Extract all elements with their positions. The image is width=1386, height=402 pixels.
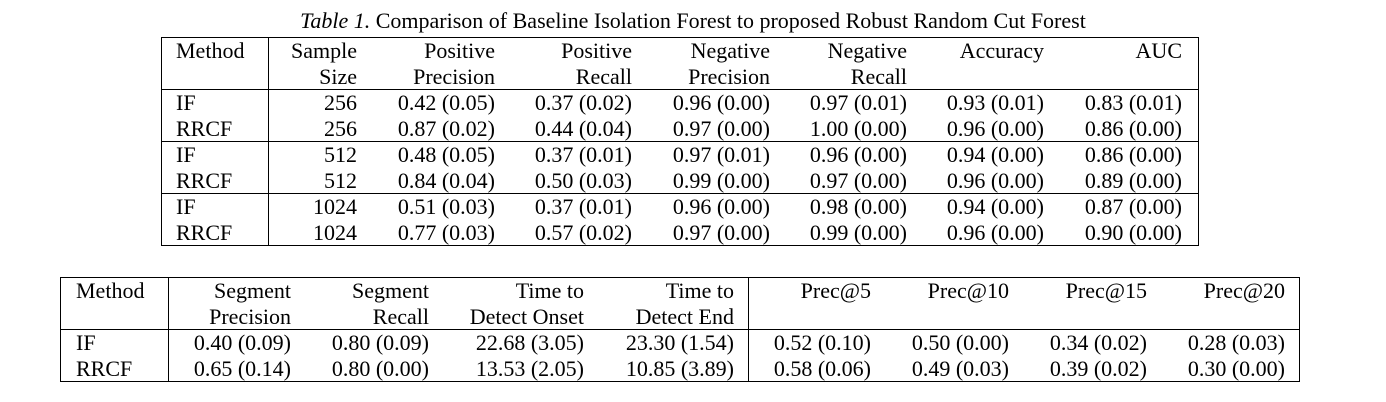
cell-accuracy: 0.93 (0.01)	[907, 89, 1044, 116]
header-time-to-detect-onset: Time to Detect Onset	[469, 278, 584, 329]
header-prec-5: Prec@5	[800, 278, 871, 303]
cell-method: IF	[161, 89, 269, 116]
cell-time-to-detect-onset: 13.53 (2.05)	[475, 355, 584, 381]
header-negative-recall: Negative Recall	[827, 38, 907, 89]
cell-segment-precision: 0.65 (0.14)	[193, 355, 291, 381]
cell-segment-recall: 0.80 (0.09)	[291, 329, 429, 356]
cell-negative-recall: 0.98 (0.00)	[770, 193, 907, 220]
cell-positive-precision: 0.48 (0.05)	[357, 141, 495, 168]
cell-method: RRCF	[60, 355, 169, 382]
table-row: IF 512 0.48 (0.05) 0.37 (0.01) 0.97 (0.01) 0.…	[161, 141, 1199, 168]
header-accuracy: Accuracy	[959, 38, 1044, 63]
cell-auc: 0.86 (0.00)	[1084, 115, 1182, 141]
header-prec-10: Prec@10	[927, 278, 1009, 303]
header-sample-size: Sample Size	[291, 38, 357, 89]
cell-positive-recall: 0.37 (0.01)	[495, 193, 632, 220]
table-header-row: Method Segment Precision Segment Recall Ti…	[60, 277, 1300, 330]
cell-method: RRCF	[161, 219, 269, 246]
cell-positive-precision: 0.77 (0.03)	[397, 219, 495, 245]
cell-negative-precision: 0.96 (0.00)	[632, 89, 770, 116]
cell-positive-recall: 0.37 (0.02)	[495, 89, 632, 116]
header-auc: AUC	[1135, 38, 1182, 63]
cell-prec-5: 0.58 (0.06)	[773, 355, 871, 381]
cell-auc: 0.87 (0.00)	[1044, 193, 1199, 220]
cell-auc: 0.86 (0.00)	[1044, 141, 1199, 168]
cell-time-to-detect-onset: 22.68 (3.05)	[429, 329, 584, 356]
cell-segment-recall: 0.80 (0.00)	[331, 355, 429, 381]
cell-sample-size: 1024	[268, 193, 357, 220]
header-positive-precision: Positive Precision	[413, 38, 495, 89]
cell-negative-recall: 0.97 (0.00)	[809, 167, 907, 193]
cell-accuracy: 0.94 (0.00)	[907, 141, 1044, 168]
table-row: RRCF 256 0.87 (0.02) 0.44 (0.04) 0.97 (0.00)…	[161, 115, 1199, 142]
cell-prec-15: 0.34 (0.02)	[1009, 329, 1147, 356]
table-caption: Table 1. Comparison of Baseline Isolatio…	[0, 8, 1386, 34]
cell-time-to-detect-end: 10.85 (3.89)	[584, 355, 749, 382]
table-row: IF 0.40 (0.09) 0.80 (0.09) 22.68 (3.05) 23.3…	[60, 329, 1300, 356]
cell-negative-recall: 0.97 (0.01)	[770, 89, 907, 116]
header-prec-15: Prec@15	[1065, 278, 1147, 303]
cell-method: IF	[60, 329, 169, 356]
cell-positive-recall: 0.50 (0.03)	[534, 167, 632, 193]
cell-negative-recall: 1.00 (0.00)	[809, 115, 907, 141]
header-time-to-detect-end: Time to Detect End	[584, 277, 749, 330]
cell-auc: 0.89 (0.00)	[1084, 167, 1182, 193]
cell-positive-precision: 0.87 (0.02)	[397, 115, 495, 141]
cell-method: IF	[161, 193, 269, 220]
cell-sample-size: 256	[268, 89, 357, 116]
cell-positive-recall: 0.57 (0.02)	[534, 219, 632, 245]
header-method: Method	[60, 277, 169, 330]
cell-accuracy: 0.96 (0.00)	[946, 115, 1044, 141]
cell-method: RRCF	[161, 167, 269, 194]
cell-negative-precision: 0.96 (0.00)	[632, 193, 770, 220]
cell-method: RRCF	[161, 115, 269, 142]
cell-sample-size: 1024	[313, 219, 357, 245]
cell-positive-precision: 0.42 (0.05)	[357, 89, 495, 116]
table-row: RRCF 0.65 (0.14) 0.80 (0.00) 13.53 (2.05) 10…	[60, 355, 1300, 382]
cell-time-to-detect-end: 23.30 (1.54)	[584, 329, 749, 356]
cell-positive-recall: 0.37 (0.01)	[495, 141, 632, 168]
table-row: RRCF 512 0.84 (0.04) 0.50 (0.03) 0.99 (0.00)…	[161, 167, 1199, 194]
cell-accuracy: 0.96 (0.00)	[946, 219, 1044, 245]
cell-negative-precision: 0.97 (0.00)	[672, 219, 770, 245]
cell-auc: 0.83 (0.01)	[1044, 89, 1199, 116]
caption-label: Table 1.	[300, 8, 371, 33]
cell-accuracy: 0.96 (0.00)	[946, 167, 1044, 193]
cell-prec-15: 0.39 (0.02)	[1049, 355, 1147, 381]
cell-positive-precision: 0.84 (0.04)	[397, 167, 495, 193]
cell-prec-5: 0.52 (0.10)	[748, 329, 871, 356]
header-method: Method	[161, 37, 269, 90]
header-negative-precision: Negative Precision	[688, 38, 770, 89]
cell-sample-size: 256	[324, 115, 357, 141]
cell-negative-recall: 0.99 (0.00)	[809, 219, 907, 245]
cell-prec-20: 0.28 (0.03)	[1147, 329, 1300, 356]
header-segment-recall: Segment Recall	[352, 278, 429, 329]
table-header-row: Method Sample Size Positive Precision Posi…	[161, 37, 1199, 90]
cell-prec-20: 0.30 (0.00)	[1187, 355, 1285, 381]
cell-method: IF	[161, 141, 269, 168]
cell-accuracy: 0.94 (0.00)	[907, 193, 1044, 220]
cell-negative-recall: 0.96 (0.00)	[770, 141, 907, 168]
cell-segment-precision: 0.40 (0.09)	[168, 329, 291, 356]
cell-negative-precision: 0.99 (0.00)	[672, 167, 770, 193]
cell-negative-precision: 0.97 (0.01)	[632, 141, 770, 168]
segment-table: Method Segment Precision Segment Recall Ti…	[60, 277, 1300, 382]
cell-auc: 0.90 (0.00)	[1084, 219, 1182, 245]
cell-negative-precision: 0.97 (0.00)	[672, 115, 770, 141]
cell-prec-10: 0.50 (0.00)	[871, 329, 1009, 356]
comparison-table: Method Sample Size Positive Precision Posi…	[161, 37, 1199, 246]
header-segment-precision: Segment Precision	[209, 278, 291, 329]
header-positive-recall: Positive Recall	[561, 38, 632, 89]
cell-positive-precision: 0.51 (0.03)	[357, 193, 495, 220]
header-prec-20: Prec@20	[1203, 278, 1285, 303]
table-row: IF 1024 0.51 (0.03) 0.37 (0.01) 0.96 (0.00) 0…	[161, 193, 1199, 220]
table-row: RRCF 1024 0.77 (0.03) 0.57 (0.02) 0.97 (0.00…	[161, 219, 1199, 246]
cell-sample-size: 512	[268, 141, 357, 168]
cell-sample-size: 512	[324, 167, 357, 193]
cell-positive-recall: 0.44 (0.04)	[534, 115, 632, 141]
caption-text: Comparison of Baseline Isolation Forest …	[375, 8, 1086, 33]
cell-prec-10: 0.49 (0.03)	[911, 355, 1009, 381]
table-row: IF 256 0.42 (0.05) 0.37 (0.02) 0.96 (0.00) 0.…	[161, 89, 1199, 116]
